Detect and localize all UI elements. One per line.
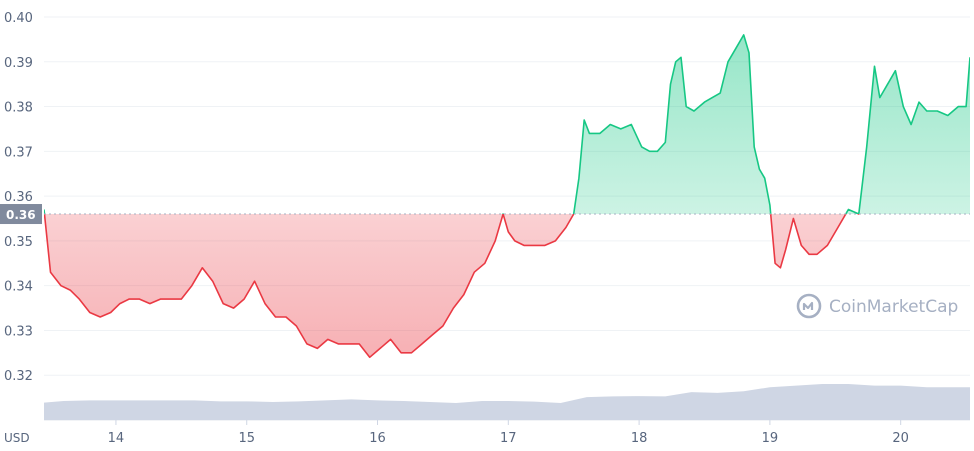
- baseline-price-tag: 0.36: [0, 204, 42, 225]
- price-line: [44, 34, 970, 359]
- x-axis: 14 15 16 17 18 19 20: [108, 420, 909, 446]
- y-tick-label: 0.39: [4, 56, 33, 71]
- volume-area-shape: [44, 384, 970, 420]
- y-tick-label: 0.36: [4, 190, 33, 205]
- y-axis: 0.40 0.39 0.38 0.37 0.36 0.35 0.34 0.33 0.32: [4, 11, 33, 384]
- y-tick-label: 0.38: [4, 101, 33, 116]
- y-tick-label: 0.32: [4, 369, 33, 384]
- x-tick-label: 17: [500, 431, 517, 446]
- volume-area: [44, 384, 970, 420]
- price-area-below: [44, 214, 846, 358]
- x-tick-label: 14: [108, 431, 125, 446]
- price-line-below: [44, 214, 860, 359]
- coinmarketcap-logo-icon: [796, 293, 822, 319]
- y-tick-label: 0.40: [4, 11, 33, 26]
- coinmarketcap-watermark: CoinMarketCap: [796, 293, 958, 319]
- y-tick-label: 0.34: [4, 280, 33, 295]
- y-tick-label: 0.33: [4, 324, 33, 339]
- y-tick-label: 0.37: [4, 145, 33, 160]
- price-tag-background: [0, 204, 42, 225]
- x-tick-label: 19: [762, 431, 779, 446]
- watermark-text: CoinMarketCap: [829, 297, 958, 317]
- x-tick-label: 20: [892, 431, 909, 446]
- currency-unit-label: USD: [4, 431, 30, 445]
- price-tag-label: 0.36: [6, 208, 36, 222]
- price-area: [44, 34, 970, 358]
- x-tick-label: 18: [631, 431, 648, 446]
- x-tick-label: 16: [369, 431, 386, 446]
- y-tick-label: 0.35: [4, 235, 33, 250]
- price-area-above: [44, 34, 970, 215]
- x-tick-label: 15: [238, 431, 255, 446]
